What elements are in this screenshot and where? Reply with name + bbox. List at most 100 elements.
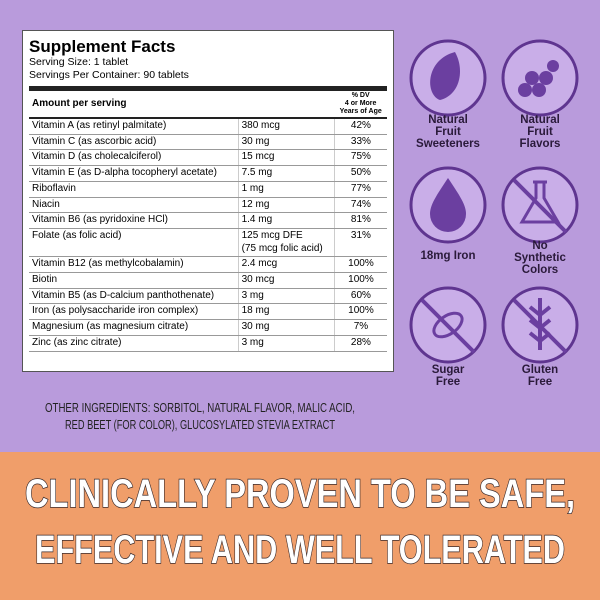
daily-value: 100% [333, 272, 387, 289]
badge-label: Natural Fruit Flavors [494, 114, 586, 150]
facts-row: Vitamin D (as cholecalciferol) 15 mcg 75% [29, 149, 387, 167]
amount: 30 mg [237, 319, 335, 336]
nutrient: Niacin [29, 197, 239, 214]
facts-row: Vitamin B6 (as pyridoxine HCl) 1.4 mg 81% [29, 212, 387, 229]
amount: 380 mcg [237, 118, 335, 135]
amount-line: 1 mg [241, 182, 264, 194]
amount-line: 30 mg [241, 321, 270, 333]
daily-value: 75% [333, 149, 387, 167]
ingredients-line: OTHER INGREDIENTS: SORBITOL, NATURAL FLA… [45, 400, 355, 415]
amount: 2.4 mcg [237, 256, 335, 274]
badge-line: Sweeteners [416, 138, 480, 150]
title: Supplement Facts [29, 37, 176, 56]
ingredients-line: RED BEET (FOR COLOR), GLUCOSYLATED STEVI… [65, 417, 335, 432]
badge-line: Fruit [435, 126, 461, 138]
nutrient: Iron (as polysaccharide iron complex) [29, 303, 239, 321]
amount: 12 mg [237, 197, 335, 214]
dv-header-line: 4 or More [344, 100, 377, 107]
badge-line: Natural [428, 114, 468, 126]
amount: 3 mg [237, 288, 335, 305]
banner-line: EFFECTIVE AND WELL TOLERATED [35, 528, 565, 572]
nutrient: Vitamin A (as retinyl palmitate) [29, 118, 239, 135]
dv-header-line: % DV [351, 92, 370, 99]
amount: 15 mcg [237, 149, 335, 167]
amount-line: 2.4 mcg [241, 258, 278, 270]
badge-line: Colors [521, 264, 559, 276]
serving-size: Serving Size: 1 tablet [29, 56, 129, 68]
badge-line: Free [435, 376, 461, 388]
amount: 1.4 mg [237, 212, 335, 229]
amount-line: 30 mcg [241, 274, 275, 286]
nutrient: Magnesium (as magnesium citrate) [29, 319, 239, 336]
amount: 125 mcg DFE (75 mcg folic acid) [237, 228, 335, 258]
dv-header: % DV 4 or More Years of Age [334, 88, 387, 119]
amount-line: 7.5 mg [241, 167, 273, 179]
daily-value: 77% [333, 181, 387, 198]
facts-row: Vitamin C (as ascorbic acid) 30 mg 33% [29, 134, 387, 151]
amount: 18 mg [237, 303, 335, 321]
amount: 30 mg [237, 134, 335, 151]
nutrient: Vitamin B5 (as D-calcium panthothenate) [29, 288, 239, 305]
amount: 30 mcg [237, 272, 335, 289]
amount-line: 18 mg [241, 305, 270, 317]
daily-value: 28% [333, 335, 387, 352]
amount-line: 380 mcg [241, 120, 280, 131]
amount: 7.5 mg [237, 165, 335, 182]
facts-row: Folate (as folic acid) 125 mcg DFE (75 mcg… [29, 228, 387, 258]
facts-table: Amount per serving % DV 4 or More Years of… [29, 86, 387, 352]
facts-row: Vitamin E (as D-alpha tocopheryl acetate… [29, 165, 387, 182]
daily-value: 31% [333, 228, 387, 258]
amount-line: 15 mcg [241, 151, 275, 163]
daily-value: 50% [333, 165, 387, 182]
badge-label: Natural Fruit Sweeteners [402, 114, 494, 150]
amount-line: 125 mcg DFE [241, 229, 303, 241]
badge-line: No [532, 240, 548, 252]
nutrient: Folate (as folic acid) [29, 228, 239, 258]
badge-label: Gluten Free [494, 364, 586, 388]
amount: 3 mg [237, 335, 335, 352]
facts-row: Iron (as polysaccharide iron complex) 18 … [29, 303, 387, 321]
nutrient: Biotin [29, 272, 239, 289]
facts-row: Riboflavin 1 mg 77% [29, 181, 387, 198]
badge-label: Sugar Free [402, 364, 494, 388]
amount-line: (75 mcg folic acid) [241, 242, 323, 254]
facts-row: Niacin 12 mg 74% [29, 197, 387, 214]
nutrient: Riboflavin [29, 181, 239, 198]
servings: Servings Per Container: 90 tablets [29, 69, 189, 81]
amount-header: Amount per serving [29, 88, 335, 119]
daily-value: 81% [333, 212, 387, 229]
nutrient: Vitamin B12 (as methylcobalamin) [29, 256, 239, 274]
facts-row: Biotin 30 mcg 100% [29, 272, 387, 289]
nutrient: Vitamin B6 (as pyridoxine HCl) [29, 212, 239, 229]
daily-value: 33% [333, 134, 387, 151]
facts-row: Magnesium (as magnesium citrate) 30 mg 7% [29, 319, 387, 336]
daily-value: 7% [333, 319, 387, 336]
nutrient: Vitamin C (as ascorbic acid) [29, 134, 239, 151]
dv-header-line: Years of Age [339, 108, 382, 115]
amount-line: 12 mg [241, 198, 270, 210]
badge-label: 18mg Iron [402, 250, 494, 262]
supplement-facts: Supplement Facts Serving Size: 1 tablet … [22, 30, 394, 372]
amount-line: 1.4 mg [241, 214, 273, 226]
daily-value: 100% [333, 256, 387, 274]
daily-value: 100% [333, 303, 387, 321]
badge-line: 18mg Iron [420, 250, 476, 262]
nutrient: Zinc (as zinc citrate) [29, 335, 239, 352]
facts-row: Zinc (as zinc citrate) 3 mg 28% [29, 335, 387, 352]
facts-row: Vitamin B12 (as methylcobalamin) 2.4 mcg 1… [29, 256, 387, 274]
nutrient: Vitamin D (as cholecalciferol) [29, 149, 239, 167]
badge-line: Synthetic [514, 252, 566, 264]
amount-line: 3 mg [241, 336, 264, 348]
badge-line: Flavors [519, 138, 561, 150]
daily-value: 74% [333, 197, 387, 214]
amount-line: 30 mg [241, 135, 270, 147]
badge-label: No Synthetic Colors [494, 240, 586, 276]
daily-value: 60% [333, 288, 387, 305]
daily-value: 42% [333, 118, 387, 135]
amount-line: 3 mg [241, 289, 264, 301]
banner-line: CLINICALLY PROVEN TO BE SAFE, [25, 472, 575, 516]
badge-line: Sugar [431, 364, 465, 376]
badge-line: Free [527, 376, 553, 388]
